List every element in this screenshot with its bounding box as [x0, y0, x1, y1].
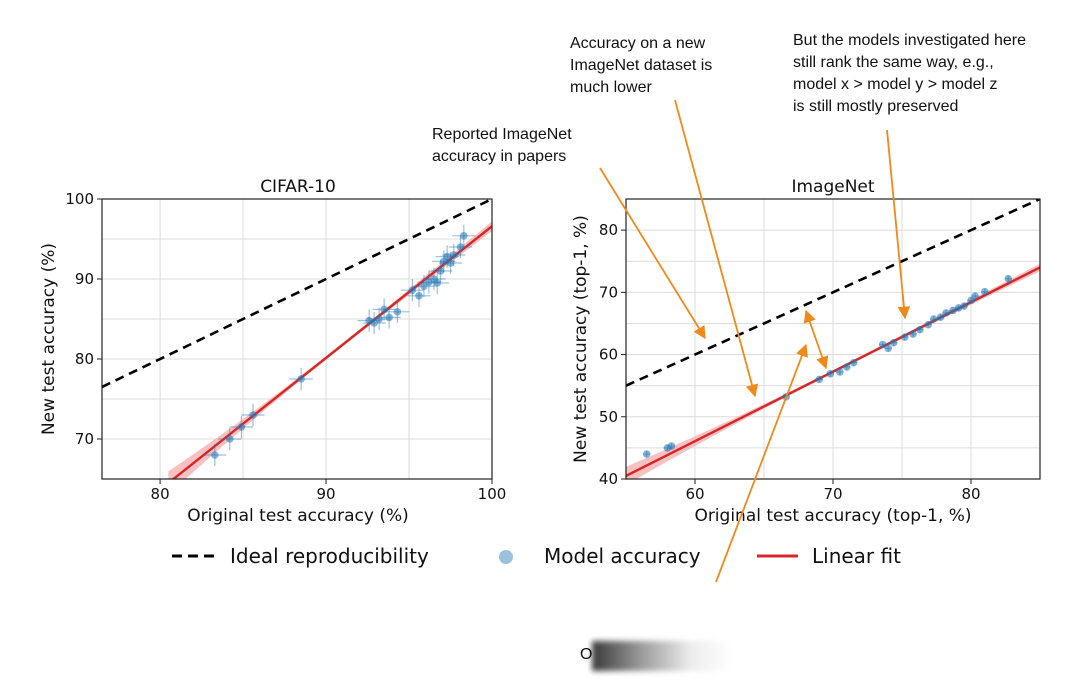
imagenet-x-tick-label: 70 [823, 485, 842, 503]
cifar10-model-point [425, 271, 449, 295]
arrow-reported-accuracy [599, 167, 706, 340]
imagenet-model-point [960, 302, 968, 310]
imagenet-points [642, 274, 1013, 458]
imagenet-model-point [981, 287, 989, 296]
cifar10-model-point [448, 235, 473, 259]
legend-fit-label: Linear fit [812, 544, 901, 568]
legend-model-label: Model accuracy [544, 544, 701, 568]
arrow-new-dataset-lower [674, 99, 759, 398]
imagenet-model-point [878, 340, 887, 349]
imagenet-model-point [1004, 274, 1013, 283]
cifar10-points [203, 224, 476, 467]
cifar10-x-tick-label: 90 [316, 485, 335, 503]
cifar10-x-axis-label: Original test accuracy (%) [187, 506, 409, 526]
imagenet-model-point [936, 313, 945, 322]
imagenet-model-point [836, 368, 844, 376]
imagenet-model-point [815, 375, 823, 384]
cifar10-model-point [289, 367, 313, 391]
cifar10-model-point [218, 427, 242, 451]
annotation-ranking-preserved: But the models investigated here still r… [793, 32, 1027, 115]
imagenet-model-point [924, 320, 933, 329]
imagenet-ideal-reproducibility-line [626, 199, 1040, 387]
imagenet-x-tick-label: 60 [685, 485, 704, 503]
imagenet-title: ImageNet [791, 177, 874, 197]
annotation-arrows [599, 99, 911, 583]
imagenet-model-point [884, 344, 892, 353]
legend-model-swatch [499, 550, 513, 564]
cifar10-ideal-line [102, 199, 492, 389]
imagenet-y-axis-label: New test accuracy (top-1, %) [571, 215, 591, 463]
cifar10-model-point [407, 284, 431, 307]
cifar10-y-ticks: 70 80 90 100 [65, 190, 102, 448]
imagenet-x-ticks: 60 70 80 [685, 479, 981, 503]
imagenet-model-point [642, 450, 651, 458]
cifar10-model-point [372, 298, 396, 321]
legend: Ideal reproducibility Model accuracy Lin… [172, 544, 901, 568]
cifar10-model-point [362, 311, 386, 335]
cifar10-title: CIFAR-10 [260, 177, 336, 197]
footer-fragment: O [580, 646, 593, 663]
imagenet-grid [625, 198, 1041, 480]
cifar10-y-tick-label: 80 [75, 350, 94, 368]
imagenet-model-point [667, 442, 676, 450]
imagenet-model-point [929, 315, 938, 323]
cifar10-x-tick-label: 80 [151, 485, 170, 503]
cifar10-model-point [377, 306, 401, 329]
imagenet-model-point [826, 370, 835, 378]
annotation-new-dataset-lower: Accuracy on a new ImageNet dataset is mu… [570, 35, 713, 96]
imagenet-y-tick-label: 50 [599, 408, 618, 426]
arrow-gap-double [803, 309, 829, 370]
imagenet-model-point [942, 309, 950, 317]
imagenet-model-point [843, 363, 851, 371]
imagenet-y-tick-label: 40 [599, 470, 618, 488]
imagenet-model-point [916, 325, 924, 334]
cifar10-model-point [385, 300, 410, 323]
arrow-bottom-to-plot [715, 343, 808, 583]
cifar10-y-axis-label: New test accuracy (%) [39, 243, 59, 435]
cifar10-model-point [428, 259, 453, 283]
legend-ideal-label: Ideal reproducibility [230, 544, 429, 568]
cifar10-x-tick-label: 100 [478, 485, 507, 503]
cifar10-y-tick-label: 100 [65, 190, 94, 208]
cifar10-ideal-reproducibility-line [102, 199, 492, 389]
imagenet-x-axis-label: Original test accuracy (top-1, %) [694, 506, 971, 526]
imagenet-y-ticks: 40 50 60 70 80 [599, 221, 626, 488]
imagenet-panel: ImageNet 60 70 80 40 50 60 70 80 Original test… [571, 177, 1041, 526]
imagenet-model-point [971, 292, 979, 300]
cifar10-model-point [241, 403, 265, 427]
cifar10-model-point [452, 224, 476, 247]
cifar10-panel: CIFAR-10 80 90 100 70 80 90 100 Original test… [39, 177, 506, 526]
imagenet-y-tick-label: 70 [599, 283, 618, 301]
cifar10-grid [102, 198, 493, 480]
imagenet-model-point [909, 330, 917, 338]
footer-smudge [592, 641, 732, 671]
cifar10-model-point [442, 243, 466, 267]
cifar10-x-ticks: 80 90 100 [151, 479, 507, 503]
cifar10-y-tick-label: 70 [75, 430, 94, 448]
imagenet-model-point [849, 358, 858, 367]
imagenet-x-tick-label: 80 [961, 485, 980, 503]
imagenet-model-point [900, 333, 909, 341]
imagenet-y-tick-label: 80 [599, 221, 618, 239]
cifar10-model-point [203, 443, 227, 467]
cifar10-axes-frame [101, 198, 493, 480]
arrow-ranking-preserved [886, 129, 911, 320]
imagenet-y-tick-label: 60 [599, 346, 618, 364]
cifar10-y-tick-label: 90 [75, 270, 94, 288]
annotation-reported-accuracy: Reported ImageNet accuracy in papers [432, 126, 572, 165]
imagenet-model-point [889, 338, 898, 347]
imagenet-ideal-line [626, 199, 1040, 387]
cifar10-model-point [400, 279, 424, 302]
cifar10-model-point [229, 415, 254, 439]
